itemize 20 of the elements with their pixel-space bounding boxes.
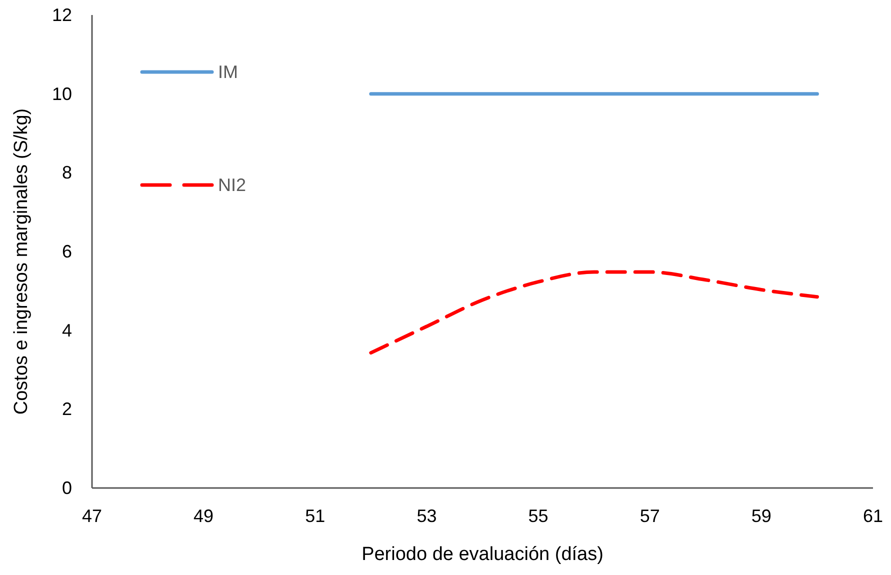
y-tick-label: 0 — [62, 478, 72, 498]
y-tick-label: 4 — [62, 320, 72, 340]
x-tick-label: 49 — [194, 506, 214, 526]
x-axis-title: Periodo de evaluación (días) — [362, 544, 604, 565]
x-tick-label: 59 — [751, 506, 772, 526]
line-series — [369, 270, 819, 355]
x-tick-label: 47 — [82, 506, 102, 526]
x-tick-label: 57 — [640, 506, 660, 526]
legend-label: NI2 — [218, 175, 246, 195]
x-tick-label: 51 — [305, 506, 326, 526]
x-tick-label: 53 — [416, 506, 437, 526]
y-tick-label: 8 — [62, 162, 72, 183]
y-tick-label: 10 — [52, 84, 72, 104]
y-tick-label: 2 — [62, 399, 72, 420]
x-tick-label: 55 — [528, 506, 548, 526]
y-tick-label: 6 — [62, 242, 72, 262]
y-tick-label: 12 — [52, 5, 72, 25]
y-axis-title: Costos e ingresos marginales (S/kg) — [11, 108, 32, 415]
legend-label: IM — [218, 62, 238, 82]
x-tick-label: 61 — [862, 506, 884, 526]
